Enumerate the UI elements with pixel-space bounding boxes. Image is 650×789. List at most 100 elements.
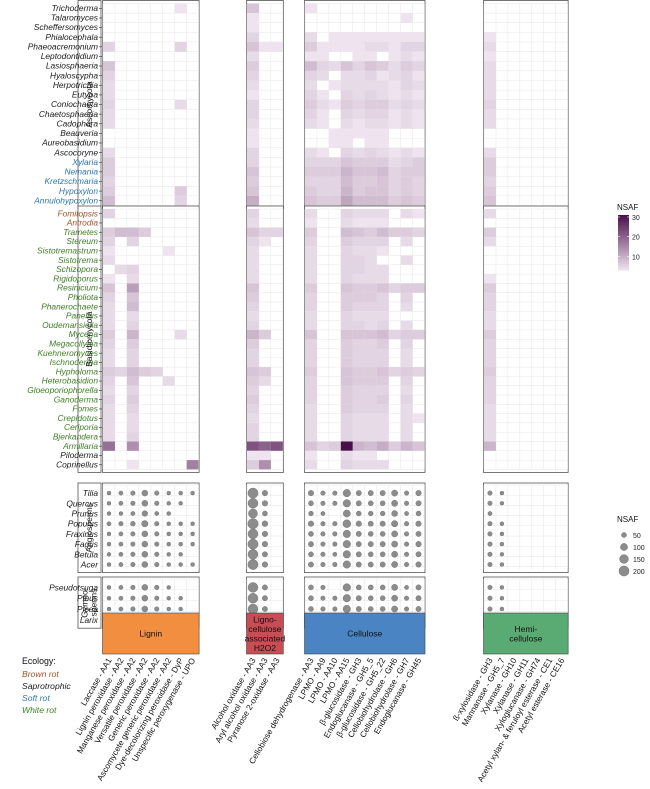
heat-cell: [364, 80, 377, 91]
nsaf-bubble: [141, 584, 149, 591]
heat-cell: [364, 90, 377, 100]
heat-cell: [352, 422, 365, 433]
heat-cell: [412, 32, 425, 42]
heat-cell: [247, 209, 259, 219]
heat-cell: [247, 13, 259, 23]
heat-cell: [328, 157, 341, 168]
heatmap-legend-title: NSAF: [617, 203, 638, 212]
nsaf-bubble: [320, 500, 326, 506]
nsaf-bubble: [379, 584, 386, 591]
heat-cell: [316, 195, 329, 206]
genus-label: Beauveria: [60, 128, 98, 138]
heat-cell: [270, 441, 283, 451]
heat-cell: [247, 3, 259, 14]
genus-label: Coprinellus: [56, 459, 99, 469]
heat-cell: [376, 404, 389, 414]
genus-label: Kuehneromyces: [37, 348, 98, 358]
heat-cell: [484, 195, 496, 206]
heat-cell: [376, 292, 389, 302]
nsaf-bubble: [248, 508, 258, 519]
nsaf-bubble: [499, 552, 505, 557]
heat-cell: [247, 404, 259, 414]
heat-cell: [376, 339, 389, 349]
nsaf-bubble: [355, 561, 362, 568]
nsaf-bubble: [130, 584, 136, 590]
tree-group-strip: [77, 576, 102, 629]
heat-cell: [484, 348, 496, 358]
nsaf-bubble: [367, 606, 374, 612]
heat-cell: [400, 441, 413, 451]
colorbar-step: [618, 232, 629, 236]
heat-cell: [126, 404, 139, 414]
heat-cell: [270, 227, 283, 237]
heat-cell: [484, 70, 496, 81]
nsaf-bubble: [247, 593, 259, 604]
heat-cell: [340, 186, 353, 196]
heat-cell: [376, 128, 389, 139]
nsaf-bubble: [499, 541, 505, 547]
heat-cell: [400, 51, 413, 62]
nsaf-bubble: [320, 511, 326, 516]
heat-cell: [400, 292, 413, 302]
heat-cell: [364, 61, 377, 71]
heat-cell: [305, 320, 317, 330]
heat-cell: [376, 32, 389, 42]
category-label: cellulose: [509, 633, 542, 643]
heat-cell: [412, 147, 425, 158]
nsaf-bubble: [130, 490, 136, 496]
nsaf-bubble: [342, 560, 351, 569]
heat-cell: [305, 348, 317, 358]
heat-cell: [352, 283, 365, 293]
heat-cell: [328, 32, 341, 42]
heat-cell: [400, 255, 413, 265]
heat-cell: [103, 404, 115, 414]
heat-cell: [376, 432, 389, 442]
heat-cell: [352, 128, 365, 139]
heat-cell: [126, 227, 139, 237]
nsaf-bubble: [141, 561, 149, 568]
heat-cell: [247, 227, 259, 237]
heat-cell: [258, 367, 271, 377]
heat-cell: [340, 413, 353, 423]
genus-label: Gloeoporiophorella: [27, 385, 98, 395]
heat-cell: [364, 227, 377, 237]
heat-cell: [484, 432, 496, 442]
heat-cell: [340, 432, 353, 442]
genus-label: Schizopora: [56, 264, 98, 274]
heat-cell: [484, 61, 496, 71]
heat-cell: [364, 195, 377, 206]
heat-cell: [328, 176, 341, 187]
nsaf-bubble: [262, 551, 268, 558]
nsaf-bubble: [308, 510, 314, 517]
heat-cell: [352, 176, 365, 187]
heat-cell: [352, 186, 365, 196]
colorbar-step: [618, 266, 629, 269]
nsaf-bubble: [166, 511, 171, 516]
heat-cell: [247, 348, 259, 358]
heat-cell: [305, 413, 317, 423]
nsaf-bubble: [130, 562, 136, 567]
nsaf-bubble: [487, 541, 493, 547]
heat-cell: [103, 80, 115, 91]
heat-cell: [388, 99, 401, 110]
heat-cell: [412, 70, 425, 81]
heat-cell: [247, 367, 259, 377]
genus-label: Mycena: [69, 329, 99, 339]
heat-cell: [376, 460, 389, 470]
heat-cell: [258, 460, 271, 470]
heat-cell: [400, 147, 413, 158]
heat-cell: [340, 246, 353, 256]
nsaf-bubble: [367, 531, 374, 537]
genus-label: Herpotrichia: [53, 80, 98, 90]
heat-cell: [126, 422, 139, 433]
colorbar-step: [618, 268, 629, 271]
colorbar-step: [618, 238, 629, 242]
ecology-legend-item: Soft rot: [22, 693, 50, 703]
heat-cell: [400, 302, 413, 312]
genus-label: Eutypa: [72, 90, 98, 100]
genus-label: Bjerkandera: [53, 431, 99, 441]
heat-cell: [376, 118, 389, 129]
heat-cell: [364, 264, 377, 275]
heat-cell: [484, 41, 496, 52]
heat-cell: [162, 246, 175, 256]
